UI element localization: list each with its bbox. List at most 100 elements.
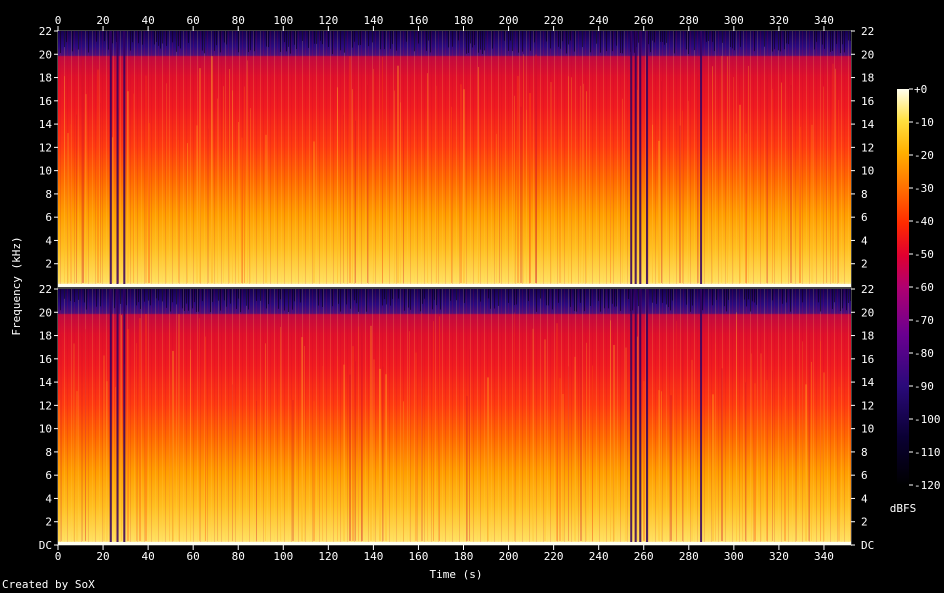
- channel-1-dc-band: [58, 284, 851, 287]
- channel-2-streak: [805, 384, 807, 541]
- channel-1-streak: [244, 86, 245, 283]
- channel-1-hf-fleck: [778, 31, 779, 51]
- channel-1-hf-fleck: [754, 31, 755, 52]
- channel-1-hf-fleck: [458, 31, 459, 41]
- channel-2-hf-fleck: [652, 289, 653, 303]
- channel-2-streak: [61, 334, 62, 541]
- channel-2-hf-fleck: [424, 289, 425, 299]
- channel-1-hf-fleck: [414, 31, 415, 52]
- channel-2-streak: [382, 366, 384, 541]
- channel-2-hf-fleck: [574, 289, 575, 312]
- channel-1-hf-fleck: [88, 31, 89, 53]
- channel-2-streak: [796, 353, 797, 541]
- channel-1-hf-fleck: [474, 31, 475, 46]
- channel-2-hf-fleck: [668, 289, 669, 308]
- channel-2-streak: [403, 401, 404, 541]
- channel-1-hf-fleck: [784, 31, 785, 50]
- credit-text: Created by SoX: [2, 578, 95, 591]
- channel-1-hf-fleck: [202, 31, 203, 51]
- channel-1-hf-fleck: [814, 31, 815, 50]
- y-tick-label-right: 22: [861, 283, 874, 296]
- channel-2-dropout: [116, 289, 119, 542]
- channel-1-hf-fleck: [512, 31, 513, 52]
- channel-1-streak: [460, 84, 462, 284]
- channel-1-streak: [586, 91, 587, 283]
- channel-2-streak: [838, 386, 840, 541]
- y-tick-label-left: 12: [39, 399, 52, 412]
- channel-1-streak: [148, 122, 150, 283]
- channel-1-streak: [823, 86, 824, 283]
- channel-1-hf-fleck: [662, 31, 663, 42]
- channel-2-hf-fleck: [350, 289, 351, 309]
- channel-1-hf-fleck: [824, 31, 825, 49]
- y-axis-label: Frequency (kHz): [10, 236, 23, 335]
- channel-2-hf-fleck: [278, 289, 279, 309]
- channel-1-hf-fleck: [844, 31, 845, 53]
- channel-2-hf-fleck: [366, 289, 367, 312]
- channel-1-hf-fleck: [620, 31, 621, 53]
- channel-2-hf-fleck: [100, 289, 101, 307]
- channel-1-streak: [580, 85, 581, 283]
- channel-2-hf-fleck: [138, 289, 139, 303]
- channel-2-hf-fleck: [194, 289, 195, 303]
- channel-2-streak: [808, 330, 810, 541]
- channel-1-streak: [127, 91, 129, 283]
- y-tick-label-left: 16: [39, 353, 52, 366]
- x-tick-label-top: 60: [187, 14, 200, 27]
- channel-2-streak: [559, 378, 561, 541]
- channel-1-streak: [427, 73, 428, 283]
- channel-1-streak: [523, 54, 524, 283]
- channel-2-streak: [661, 391, 662, 541]
- channel-2-streak: [745, 382, 746, 541]
- channel-1-streak: [637, 89, 638, 283]
- y-tick-label-right: 20: [861, 306, 874, 319]
- x-tick-label-bottom: 140: [363, 550, 383, 563]
- channel-1-hf-fleck: [284, 31, 285, 43]
- y-tick-label-right: 12: [861, 399, 874, 412]
- channel-2-hf-fleck: [140, 289, 141, 309]
- channel-2-hf-fleck: [300, 289, 301, 303]
- channel-1-streak: [499, 58, 500, 283]
- channel-1-hf-fleck: [112, 31, 113, 44]
- y-tick-label-left: 18: [39, 72, 52, 85]
- channel-1-hf-fleck: [688, 31, 689, 55]
- y-tick-label-right: 4: [861, 234, 868, 247]
- x-tick-label-top: 280: [679, 14, 699, 27]
- channel-1-hf-fleck: [732, 31, 733, 49]
- channel-2-hf-fleck: [494, 289, 495, 309]
- x-tick-label-bottom: 240: [589, 550, 609, 563]
- channel-1-hf-fleck: [308, 31, 309, 48]
- channel-2-hf-fleck: [210, 289, 211, 313]
- channel-2-hf-fleck: [620, 289, 621, 311]
- channel-1-streak: [496, 133, 497, 283]
- channel-1-streak: [826, 67, 827, 283]
- channel-2-streak: [433, 321, 434, 541]
- channel-1-hf-fleck: [372, 31, 373, 43]
- channel-2-hf-fleck: [772, 289, 773, 301]
- channel-2-hf-fleck: [260, 289, 261, 301]
- channel-2-hf-fleck: [196, 289, 197, 313]
- channel-2-streak: [469, 349, 470, 541]
- channel-1-hf-fleck: [352, 31, 353, 48]
- channel-1-streak: [790, 85, 792, 283]
- channel-2-hf-fleck: [576, 289, 577, 312]
- channel-1-hf-fleck: [652, 31, 653, 41]
- channel-1-streak: [622, 98, 623, 283]
- y-tick-label-right: 14: [861, 118, 875, 131]
- channel-1-hf-fleck: [772, 31, 773, 52]
- channel-1-streak: [772, 89, 773, 283]
- channel-2-hf-fleck: [188, 289, 189, 311]
- channel-2-hf-fleck: [220, 289, 221, 311]
- colorbar-tick-label: -120: [914, 479, 941, 492]
- channel-1-hf-fleck: [634, 31, 635, 53]
- channel-2-hf-fleck: [488, 289, 489, 299]
- channel-2-hf-fleck: [656, 289, 657, 304]
- y-tick-label-right: 8: [861, 446, 868, 459]
- channel-2-hf-fleck: [74, 289, 75, 302]
- channel-2-hf-fleck: [162, 289, 163, 302]
- channel-1-streak: [238, 122, 239, 283]
- channel-1-streak: [610, 124, 611, 283]
- channel-2-hf-fleck: [840, 289, 841, 312]
- x-tick-label-top: 100: [273, 14, 293, 27]
